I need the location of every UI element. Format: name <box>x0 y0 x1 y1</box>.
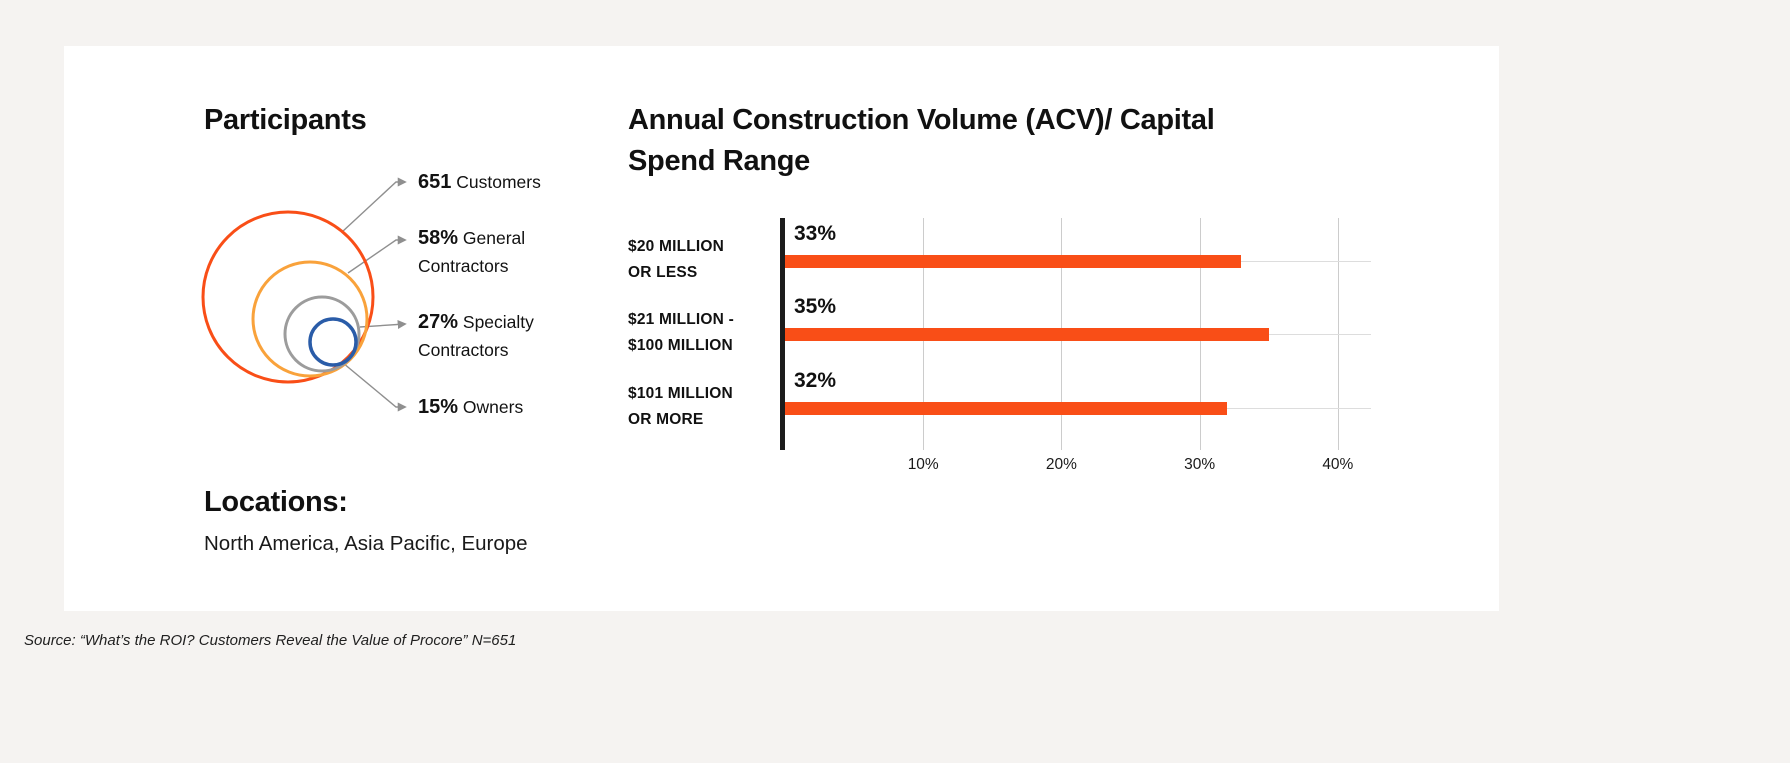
legend-item-specialty-contractors: 27% Specialty Contractors <box>418 308 570 364</box>
bar-track <box>785 255 1371 268</box>
bar-value-label: 32% <box>794 369 837 392</box>
legend-item-general-contractors: 58% General Contractors <box>418 224 570 280</box>
category-label: $21 MILLION - $100 MILLION <box>628 311 734 354</box>
bar-track <box>785 402 1371 415</box>
category-label: $20 MILLION OR LESS <box>628 238 725 281</box>
locations-text: North America, Asia Pacific, Europe <box>204 532 528 555</box>
legend-value-customers: 651 <box>418 171 452 193</box>
participants-circles-diagram <box>201 177 407 412</box>
bar-fill <box>785 255 1242 268</box>
locations-title: Locations: <box>204 486 348 518</box>
legend-label-specialty-contractors: Specialty Contractors <box>418 312 534 360</box>
circle-specialty-contractors <box>283 295 361 373</box>
bar-fill <box>785 402 1228 415</box>
bar-value-label: 35% <box>794 295 837 318</box>
plot-area: 33% 35% 32% 10% 20% 30% 40% <box>785 218 1371 473</box>
legend-item-customers: 651 Customers <box>418 168 570 196</box>
connector-owners-arrow <box>342 362 407 412</box>
x-tick-label: 40% <box>1322 456 1354 473</box>
circle-owners <box>308 317 358 367</box>
x-tick-label: 20% <box>1045 456 1077 473</box>
circle-customers <box>201 210 375 384</box>
category-label: $101 MILLION OR MORE <box>628 385 733 428</box>
legend-label-general-contractors: General Contractors <box>418 228 526 276</box>
legend-value-general-contractors: 58% <box>418 227 459 249</box>
legend-label-customers: Customers <box>456 172 541 192</box>
circle-general-contractors <box>251 260 369 378</box>
legend-label-owners: Owners <box>462 397 524 417</box>
x-tick-label: 10% <box>907 456 939 473</box>
legend-item-owners: 15% Owners <box>418 393 570 421</box>
bar-fill <box>785 328 1269 341</box>
legend-value-specialty-contractors: 27% <box>418 311 459 333</box>
y-axis-line <box>780 218 785 450</box>
participants-title: Participants <box>204 104 367 136</box>
x-tick-label: 30% <box>1184 456 1216 473</box>
bar-value-label: 33% <box>794 222 837 245</box>
legend-value-owners: 15% <box>418 396 459 418</box>
connector-customers-arrow <box>341 177 407 233</box>
chart-title: Annual Construction Volume (ACV)/ Capita… <box>628 104 1215 177</box>
content-card: Participants 651 Customers <box>64 46 1499 611</box>
bar-chart: $20 MILLION OR LESS $21 MILLION - $100 M… <box>628 218 1388 486</box>
bar-track <box>785 328 1371 341</box>
source-note: Source: “What’s the ROI? Customers Revea… <box>24 632 517 649</box>
